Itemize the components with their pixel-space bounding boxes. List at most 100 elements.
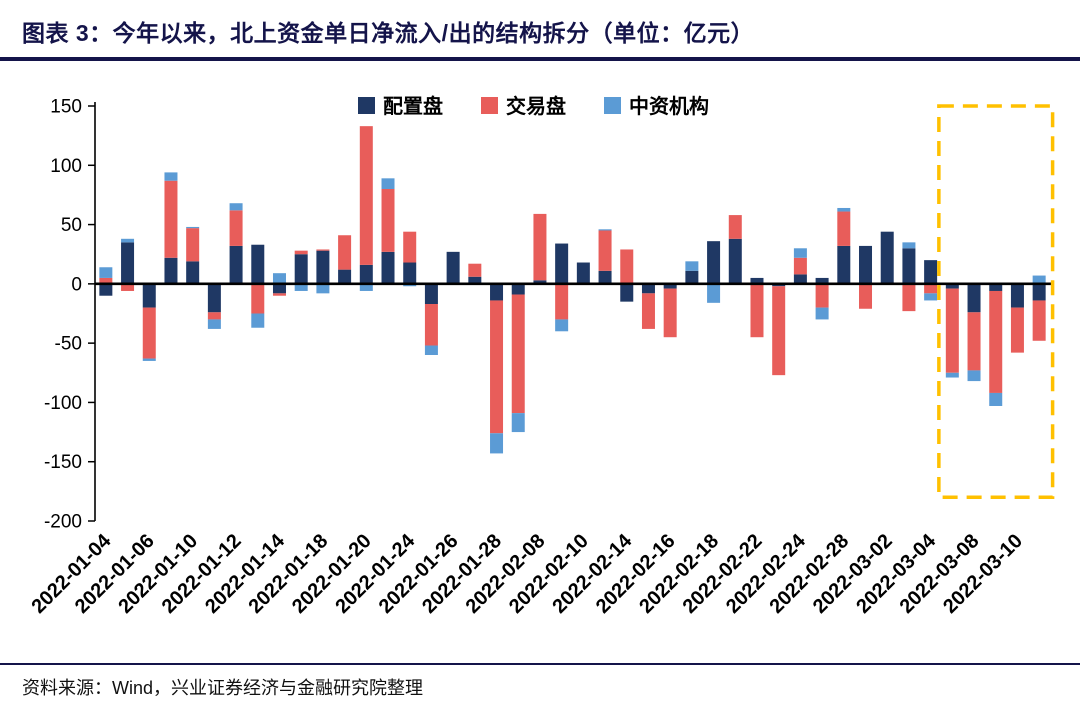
bar-segment (251, 313, 265, 328)
bar-segment (511, 294, 525, 414)
figure-title: 图表 3：今年以来，北上资金单日净流入/出的结构拆分（单位：亿元） (22, 20, 755, 46)
bar-segment (793, 248, 807, 258)
bar-segment (359, 126, 373, 265)
bar-segment (446, 251, 460, 284)
bar-segment (663, 283, 677, 289)
y-tick-label: -50 (55, 334, 82, 355)
bar-segment (229, 245, 243, 284)
bar-segment (99, 283, 113, 296)
bar-segment (164, 257, 178, 284)
bar-segment (707, 241, 721, 284)
bar-segment (902, 242, 916, 249)
bar-segment (164, 172, 178, 181)
bar-segment (815, 283, 829, 308)
bar-segment (598, 229, 612, 231)
bar-segment (316, 283, 330, 294)
bar-segment (142, 283, 156, 308)
bar-segment (121, 238, 135, 243)
bar-segment (533, 213, 547, 281)
bar-segment (316, 250, 330, 284)
bar-segment (121, 283, 135, 291)
bar-segment (555, 283, 569, 320)
bar-segment (924, 260, 938, 284)
bar-segment (945, 372, 959, 378)
bar-segment (533, 280, 547, 284)
bar-segment (186, 228, 200, 262)
bar-segment (381, 251, 395, 284)
bar-segment (728, 215, 742, 239)
bar-segment (837, 211, 851, 246)
bar-segment (468, 276, 482, 284)
bar-segment (186, 226, 200, 229)
bar-segment (924, 283, 938, 294)
y-tick-label: -150 (44, 452, 82, 473)
bar-segment (1032, 283, 1046, 301)
y-tick-label: 150 (50, 97, 82, 118)
legend-label: 中资机构 (629, 94, 709, 118)
bar-segment (793, 274, 807, 284)
bar-segment (121, 242, 135, 284)
bar-segment (511, 413, 525, 433)
bar-segment (576, 262, 590, 284)
bar-segment (663, 288, 677, 338)
bar-segment (641, 293, 655, 329)
legend-label: 配置盘 (383, 94, 443, 118)
y-tick-label: 100 (50, 156, 82, 177)
bar-segment (967, 283, 981, 313)
bar-segment (1032, 300, 1046, 341)
bar-segment (272, 293, 286, 296)
bar-segment (641, 283, 655, 294)
bar-segment (902, 248, 916, 284)
bar-segment (338, 235, 352, 270)
bar-segment (859, 245, 873, 284)
bar-segment (945, 283, 959, 289)
bar-segment (207, 283, 221, 313)
bar-segment (815, 277, 829, 284)
bar-segment (164, 180, 178, 258)
bar-segment (403, 262, 417, 284)
bar-segment (967, 370, 981, 382)
bar-segment (707, 283, 721, 303)
source-note: 资料来源：Wind，兴业证券经济与金融研究院整理 (22, 678, 424, 698)
bar-segment (815, 307, 829, 320)
bar-segment (142, 307, 156, 359)
bar-segment (381, 178, 395, 189)
bar-segment (555, 319, 569, 332)
chart-area: 150 100 50 0 -50 -100 -150 -200 2022-01-04 2022-0… (0, 61, 1080, 663)
bar-segment (685, 261, 699, 271)
bar-segment (207, 319, 221, 329)
bar-segment (945, 288, 959, 373)
bar-segment (750, 283, 764, 338)
bar-segment (598, 230, 612, 271)
bar-segment (490, 283, 504, 301)
bar-segment (359, 283, 373, 291)
y-tick-label: -200 (44, 512, 82, 533)
bar-segment (728, 238, 742, 284)
bar-segment (229, 210, 243, 246)
bar-segment (424, 283, 438, 305)
y-tick-label: -100 (44, 393, 82, 414)
bar-segment (837, 245, 851, 284)
bar-segment (837, 207, 851, 212)
legend-swatch (481, 97, 498, 114)
bar-segment (685, 270, 699, 284)
stacked-bar-chart: 150100500-50-100-150-2002022-01-042022-0… (27, 94, 1055, 618)
legend-swatch (604, 97, 621, 114)
bar-segment (924, 293, 938, 301)
bar-segment (989, 392, 1003, 406)
bar-segment (229, 203, 243, 211)
bar-segment (186, 261, 200, 284)
y-tick-label: 0 (71, 274, 82, 295)
bar-segment (772, 286, 786, 376)
bar-segment (750, 277, 764, 284)
bar-segment (511, 283, 525, 295)
legend-swatch (358, 97, 375, 114)
bar-segment (272, 283, 286, 294)
legend-label: 交易盘 (506, 94, 566, 118)
bar-segment (207, 312, 221, 320)
bar-segment (490, 433, 504, 454)
bar-segment (338, 269, 352, 284)
bar-segment (251, 283, 265, 314)
bar-segment (1010, 283, 1024, 308)
